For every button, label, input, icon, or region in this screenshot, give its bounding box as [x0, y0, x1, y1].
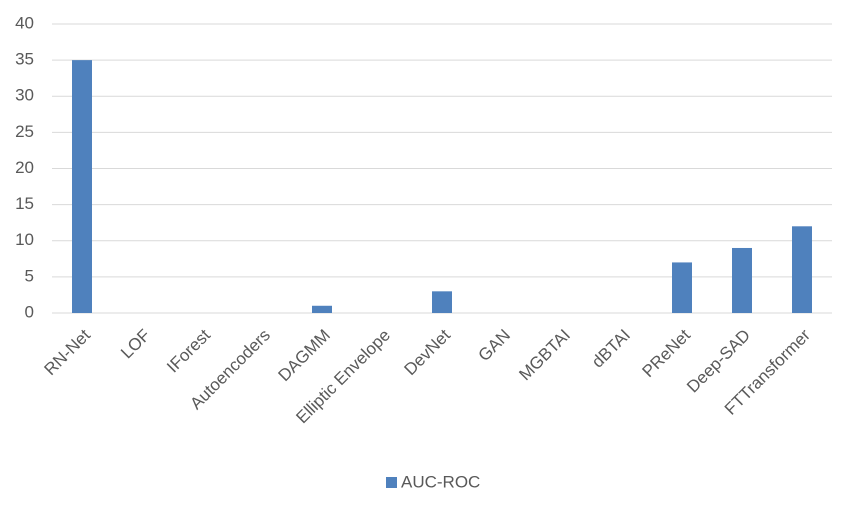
- legend-label: AUC-ROC: [401, 472, 480, 491]
- y-tick-label: 25: [15, 122, 34, 141]
- x-tick-label: LOF: [117, 326, 154, 363]
- x-tick-label: PReNet: [638, 325, 694, 381]
- y-tick-label: 35: [15, 50, 34, 69]
- bar: [72, 60, 92, 313]
- y-tick-label: 30: [15, 86, 34, 105]
- y-tick-label: 40: [15, 13, 34, 32]
- legend-swatch: [386, 477, 397, 488]
- x-tick-label: GAN: [475, 326, 514, 365]
- y-tick-label: 20: [15, 158, 34, 177]
- x-tick-label: MGBTAI: [515, 326, 574, 385]
- y-tick-label: 15: [15, 194, 34, 213]
- bar: [672, 262, 692, 313]
- y-tick-label: 0: [25, 302, 34, 321]
- x-tick-label: DevNet: [400, 325, 454, 379]
- x-tick-label: RN-Net: [40, 325, 94, 379]
- y-tick-label: 10: [15, 230, 34, 249]
- bar: [432, 291, 452, 313]
- y-tick-label: 5: [25, 266, 34, 285]
- x-tick-label: dBTAI: [588, 326, 634, 372]
- bar: [312, 305, 332, 313]
- x-tick-label: IForest: [163, 325, 214, 376]
- bar: [732, 247, 752, 313]
- bar: [792, 226, 812, 313]
- x-tick-label: DAGMM: [274, 326, 334, 386]
